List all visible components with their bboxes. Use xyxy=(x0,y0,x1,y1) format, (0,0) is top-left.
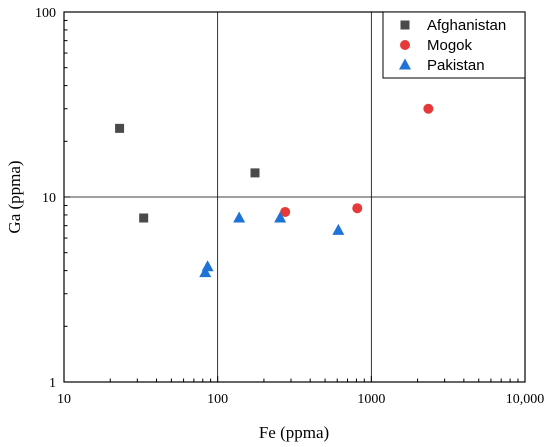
pakistan-point xyxy=(274,211,287,223)
legend-pakistan-label: Pakistan xyxy=(427,57,485,74)
mogok-point xyxy=(280,206,291,217)
legend-afghanistan-label: Afghanistan xyxy=(427,17,506,34)
legend-pakistan-marker xyxy=(399,58,411,70)
legend-afghanistan-marker xyxy=(400,20,410,30)
mogok-point xyxy=(352,203,363,214)
x-tick-label: 100 xyxy=(207,392,228,407)
legend: Afghanistan Mogok Pakistan xyxy=(382,11,526,79)
grid-lines xyxy=(64,12,525,382)
pakistan-point xyxy=(233,211,246,223)
y-tick-label: 10 xyxy=(42,191,56,206)
afghanistan-point xyxy=(115,123,125,133)
mogok-point xyxy=(423,103,434,114)
x-tick-label: 1000 xyxy=(357,392,385,407)
x-tick-label: 10 xyxy=(57,392,71,407)
y-tick-label: 100 xyxy=(35,6,56,21)
pakistan-point xyxy=(199,266,212,278)
legend-mogok-label: Mogok xyxy=(427,37,473,54)
pakistan-point xyxy=(201,260,214,272)
x-axis-title: Fe (ppma) xyxy=(259,423,329,442)
data-points xyxy=(115,103,434,278)
x-tick-label: 10,000 xyxy=(506,392,545,407)
y-tick-label: 1 xyxy=(49,376,56,391)
afghanistan-point xyxy=(139,213,149,223)
pakistan-point xyxy=(332,223,345,235)
afghanistan-point xyxy=(250,168,260,178)
legend-mogok-marker xyxy=(400,40,410,50)
y-axis-title: Ga (ppma) xyxy=(5,160,24,233)
